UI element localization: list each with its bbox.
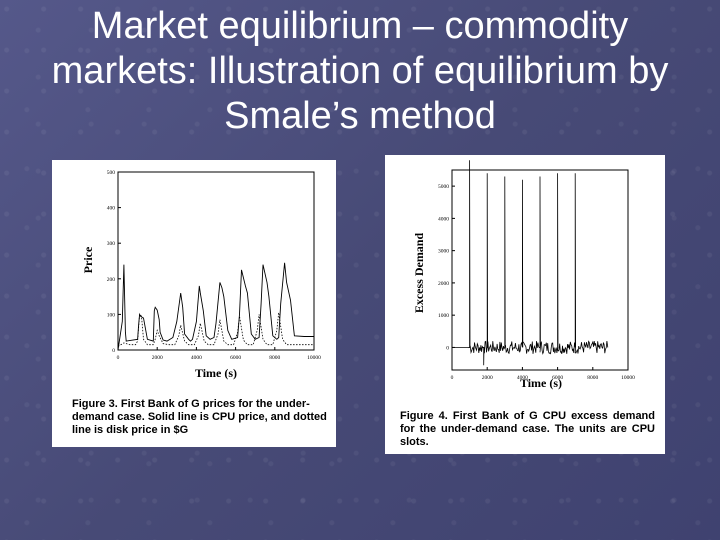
price-chart-axes [117, 171, 315, 351]
excess-demand-chart-x-ticks: 0 2000 4000 6000 8000 10000 [451, 367, 635, 381]
price-chart-y-tick-label: 0 [112, 348, 115, 354]
figure-4-panel: 0 1000 2000 3000 4000 5000 0 2000 4000 6000 8000 1… [385, 155, 665, 454]
price-chart-x-tick-label: 10000 [307, 355, 321, 361]
price-chart-x-tick-label: 2000 [152, 355, 163, 361]
price-chart-x-tick-label: 6000 [230, 355, 241, 361]
excess-demand-chart-x-tick-label: 2000 [482, 375, 493, 381]
price-chart-x-tick-label: 4000 [191, 355, 202, 361]
excess-demand-chart-axes [451, 169, 629, 371]
price-chart-y-tick-label: 400 [107, 206, 116, 212]
figure-3-caption-text: Figure 3. First Bank of G prices for the… [72, 398, 327, 436]
excess-demand-chart-y-tick-label: 2000 [438, 281, 449, 287]
cpu-price-line [117, 262, 314, 351]
price-chart-y-ticks: 0 100 200 300 400 500 [107, 170, 121, 354]
excess-demand-chart: 0 1000 2000 3000 4000 5000 0 2000 4000 6000 8000 1… [412, 160, 635, 390]
price-chart-y-tick-label: 500 [107, 170, 116, 176]
figure-3-panel: 0 100 200 300 400 500 0 2000 4000 6000 8000 10000 … [52, 160, 336, 447]
price-chart-plot-frame [117, 171, 315, 351]
excess-demand-chart-x-tick-label: 6000 [552, 375, 563, 381]
excess-demand-chart-y-tick-label: 5000 [438, 184, 449, 190]
excess-demand-chart-y-tick-label: 3000 [438, 249, 449, 255]
price-chart-y-tick-label: 200 [107, 277, 116, 283]
excess-demand-chart-y-tick-label: 4000 [438, 216, 449, 222]
price-chart-x-ticks: 0 2000 4000 6000 8000 10000 [117, 347, 321, 361]
price-chart-series [117, 262, 314, 351]
excess-demand-chart-x-tick-label: 4000 [517, 375, 528, 381]
price-chart-x-tick-label: 0 [117, 355, 120, 361]
excess-demand-chart-series [452, 160, 609, 366]
excess-demand-chart-plot-frame [451, 169, 629, 371]
figure-4-caption: Figure 4. First Bank of G CPU excess dem… [400, 410, 655, 449]
figure-4-caption-text: Figure 4. First Bank of G CPU excess dem… [400, 410, 655, 448]
excess-demand-chart-y-tick-label: 1000 [438, 313, 449, 319]
excess-demand-chart-y-ticks: 0 1000 2000 3000 4000 5000 [438, 184, 455, 351]
excess-demand-chart-x-label: Time (s) [520, 376, 562, 390]
price-chart-x-tick-label: 8000 [269, 355, 280, 361]
excess-demand-chart-y-label: Excess Demand [412, 233, 426, 314]
price-chart-y-tick-label: 100 [107, 312, 116, 318]
excess-demand-chart-y-tick-label: 0 [446, 345, 449, 351]
price-chart-y-label: Price [81, 246, 95, 273]
disk-price-line [117, 312, 314, 347]
slide-title: Market equilibrium – commodity markets: … [51, 5, 669, 137]
price-chart-y-tick-label: 300 [107, 241, 116, 247]
figure-3-caption: Figure 3. First Bank of G prices for the… [72, 398, 327, 437]
price-chart-x-label: Time (s) [195, 366, 237, 380]
cpu-excess-demand-line [452, 160, 609, 366]
excess-demand-chart-x-tick-label: 0 [451, 375, 454, 381]
excess-demand-chart-x-tick-label: 10000 [621, 375, 635, 381]
excess-demand-chart-x-tick-label: 8000 [587, 375, 598, 381]
